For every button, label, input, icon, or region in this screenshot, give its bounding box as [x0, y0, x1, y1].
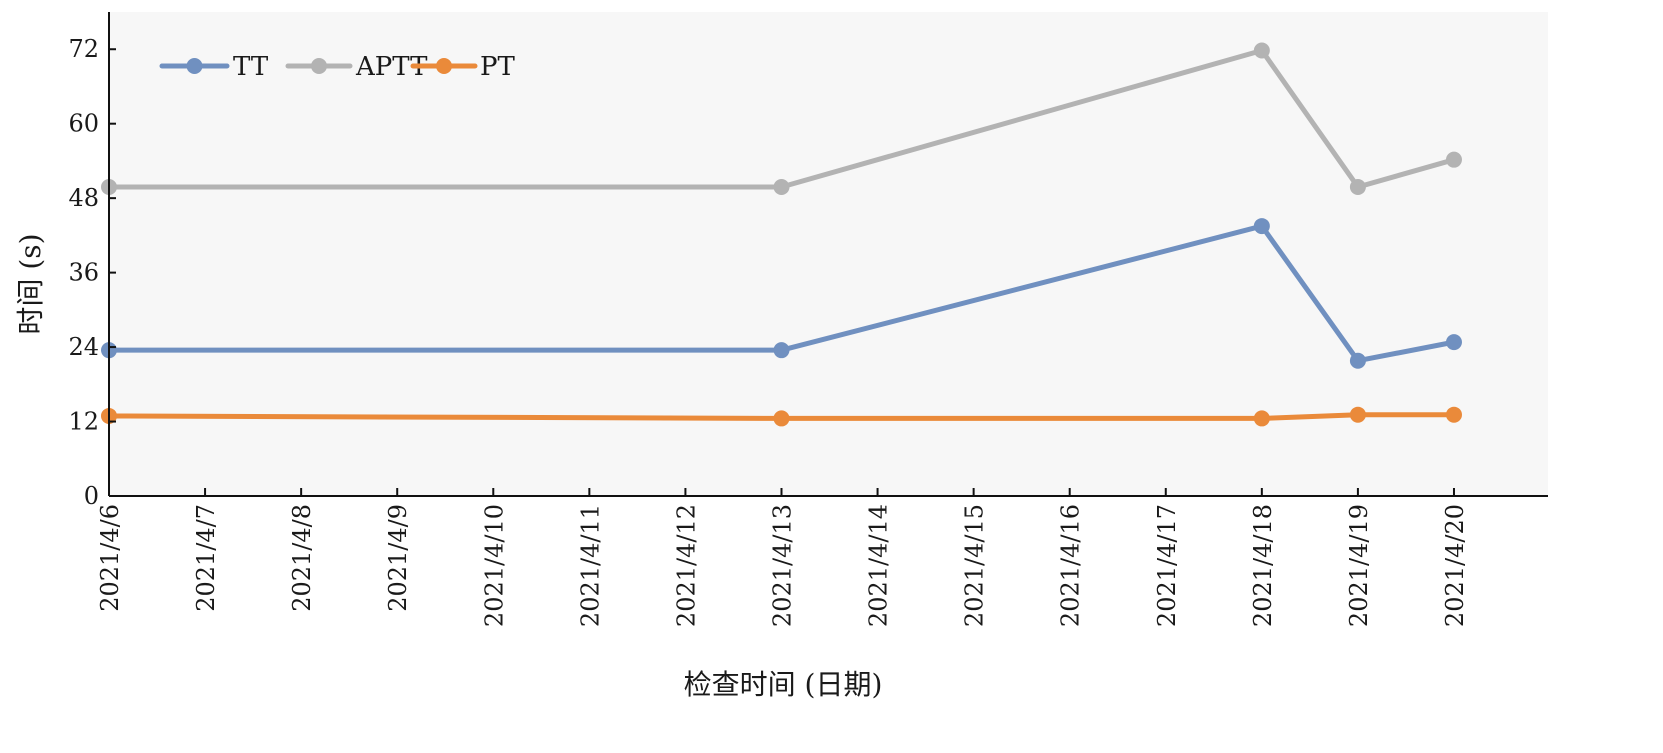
- y-tick-label: 48: [68, 184, 99, 212]
- data-point-tt: [773, 342, 790, 359]
- y-tick-label: 12: [68, 408, 99, 436]
- y-tick-label: 36: [68, 259, 99, 287]
- plot-background: [109, 12, 1548, 496]
- x-tick-label: 2021/4/19: [1345, 504, 1373, 627]
- data-point-pt: [773, 410, 790, 427]
- data-point-pt: [1253, 410, 1270, 427]
- data-point-aptt: [1445, 151, 1462, 168]
- legend-label-pt: PT: [480, 52, 515, 82]
- legend-marker-tt: [186, 58, 203, 74]
- y-tick-label: 24: [68, 333, 99, 361]
- legend: TT APTT PT: [159, 52, 515, 82]
- data-point-tt: [1349, 352, 1366, 369]
- legend-marker-aptt: [311, 58, 327, 74]
- x-tick-label: 2021/4/20: [1441, 504, 1469, 627]
- legend-label-tt: TT: [233, 52, 269, 82]
- data-point-aptt: [773, 178, 790, 195]
- data-point-tt: [1445, 334, 1462, 351]
- x-tick-label: 2021/4/18: [1249, 504, 1277, 627]
- data-point-pt: [1349, 406, 1366, 423]
- x-tick-label: 2021/4/11: [576, 504, 604, 627]
- x-tick-label: 2021/4/10: [480, 504, 508, 627]
- x-tick-label: 2021/4/13: [768, 504, 796, 627]
- x-tick-label: 2021/4/12: [672, 504, 700, 627]
- x-tick-label: 2021/4/8: [288, 504, 316, 612]
- y-axis-title: 时间 (s): [14, 233, 47, 334]
- x-tick-label: 2021/4/9: [384, 504, 412, 612]
- x-axis-title: 检查时间 (日期): [684, 668, 883, 701]
- x-tick-label: 2021/4/17: [1153, 504, 1181, 627]
- x-tick-label: 2021/4/7: [192, 504, 220, 612]
- data-point-aptt: [1253, 42, 1270, 59]
- series-layer: [101, 42, 1462, 427]
- x-tick-label: 2021/4/15: [961, 504, 989, 627]
- x-tick-label: 2021/4/14: [865, 504, 893, 627]
- y-tick-label: 60: [68, 110, 99, 138]
- data-point-pt: [1445, 406, 1462, 423]
- axes-layer: 0 12 24 36 48 60 72 2021/4/6 2021/4/7 2021/4/8 202…: [68, 12, 1548, 627]
- legend-marker-pt: [436, 58, 452, 74]
- y-tick-label: 72: [68, 35, 99, 63]
- plot-area: [109, 12, 1548, 496]
- data-point-aptt: [1349, 178, 1366, 195]
- y-tick-label: 0: [84, 482, 99, 510]
- data-point-tt: [1253, 218, 1270, 235]
- x-tick-label: 2021/4/16: [1057, 504, 1085, 627]
- x-tick-label: 2021/4/6: [96, 504, 124, 612]
